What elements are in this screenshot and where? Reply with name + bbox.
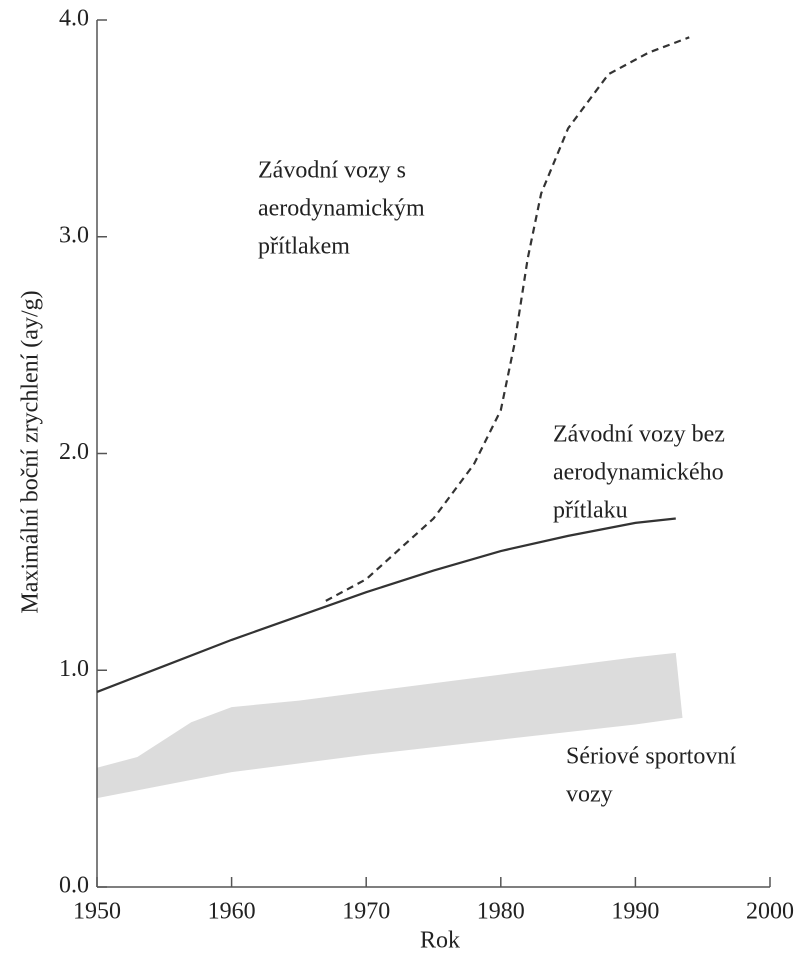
x-axis-label: Rok [420, 928, 460, 953]
x-tick-label: 1970 [342, 899, 390, 925]
x-tick-label: 1950 [73, 899, 121, 925]
x-tick-label: 1960 [208, 899, 256, 925]
series-label: aerodynamickým [258, 196, 425, 222]
series-label: Závodní vozy bez [553, 422, 725, 448]
series-label: přítlakem [258, 234, 350, 260]
series-label: Sériové sportovní [566, 744, 736, 770]
x-tick-label: 1980 [477, 899, 525, 925]
band-area [97, 652, 683, 799]
y-tick-label: 4.0 [59, 6, 89, 32]
series-line [96, 517, 676, 693]
y-tick-label: 1.0 [59, 656, 89, 682]
series-label: přítlaku [553, 498, 628, 524]
x-tick-label: 2000 [746, 899, 794, 925]
series-label: Závodní vozy s [258, 158, 406, 184]
series-label: vozy [566, 782, 613, 808]
series-line [325, 36, 690, 602]
y-tick-label: 0.0 [59, 873, 89, 899]
series-label: aerodynamického [553, 460, 724, 486]
y-axis-label: Maximální boční zrychlení (ay/g) [18, 290, 44, 613]
x-tick-label: 1990 [611, 899, 659, 925]
y-tick-label: 3.0 [59, 222, 89, 248]
y-tick-label: 2.0 [59, 439, 89, 465]
